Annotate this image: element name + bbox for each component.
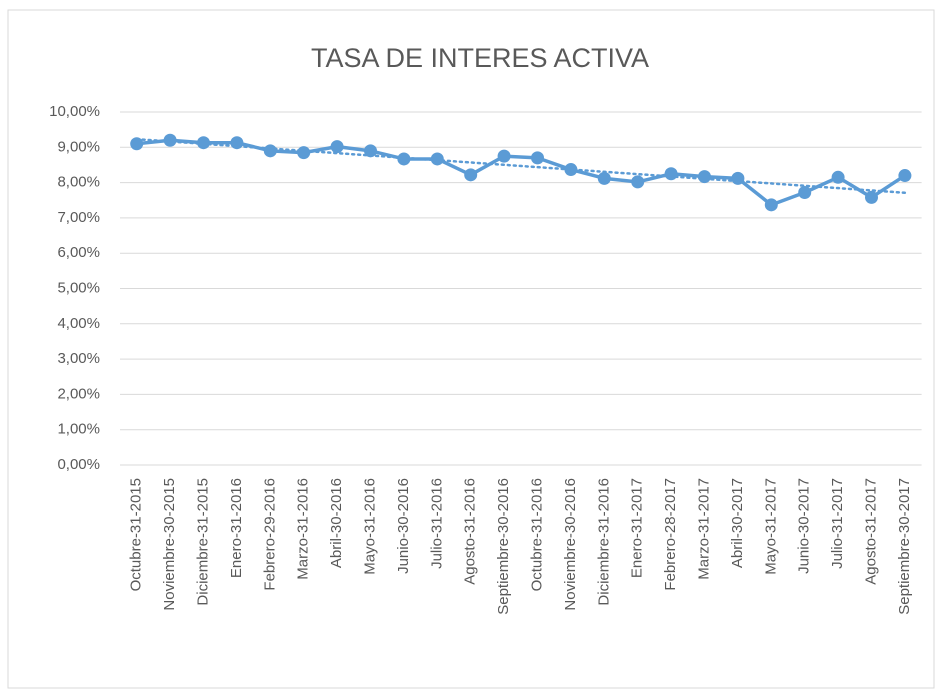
marker: [698, 170, 711, 184]
marker: [263, 144, 277, 158]
x-tick-label: Abril-30-2017: [729, 478, 746, 568]
x-tick-label: Febrero-29-2016: [261, 478, 278, 591]
marker: [764, 198, 778, 212]
x-tick-label: Noviembre-30-2016: [562, 478, 579, 611]
x-tick-label: Septiembre-30-2016: [495, 478, 512, 615]
y-tick-label: 4,00%: [57, 315, 100, 332]
marker: [430, 152, 444, 166]
chart-border: [7, 9, 935, 689]
marker: [898, 169, 912, 183]
marker: [197, 136, 210, 150]
x-tick-label: Febrero-28-2017: [662, 478, 679, 591]
marker: [597, 171, 611, 185]
x-tick-label: Noviembre-30-2015: [161, 478, 178, 611]
x-tick-label: Abril-30-2016: [328, 478, 345, 568]
y-tick-label: 5,00%: [57, 279, 100, 296]
x-tick-label: Mayo-31-2016: [361, 478, 378, 575]
x-tick-label: Julio-31-2017: [829, 478, 846, 569]
y-tick-label: 10,00%: [49, 103, 100, 120]
x-tick-label: Agosto-31-2016: [462, 478, 479, 585]
x-tick-label: Marzo-31-2017: [695, 478, 712, 580]
marker: [163, 133, 177, 147]
x-tick-label: Marzo-31-2016: [295, 478, 312, 580]
y-tick-label: 1,00%: [57, 421, 100, 438]
marker: [531, 151, 544, 165]
marker: [664, 167, 678, 181]
x-tick-label: Enero-31-2017: [629, 478, 646, 578]
y-tick-label: 3,00%: [57, 350, 100, 367]
marker: [731, 171, 745, 185]
y-tick-label: 6,00%: [57, 244, 100, 261]
x-tick-label: Junio-30-2017: [796, 478, 813, 574]
marker: [631, 175, 645, 189]
y-tick-label: 0,00%: [57, 456, 100, 473]
marker: [230, 136, 244, 150]
marker: [865, 190, 878, 204]
x-tick-label: Agosto-31-2017: [862, 478, 879, 585]
y-tick-label: 7,00%: [57, 209, 100, 226]
x-tick-label: Mayo-31-2017: [762, 478, 779, 575]
marker: [497, 149, 511, 163]
marker: [330, 140, 344, 154]
chart-title: TASA DE INTERES ACTIVA: [311, 43, 649, 73]
x-tick-label: Octubre-31-2015: [128, 478, 145, 591]
x-tick-label: Octubre-31-2016: [528, 478, 545, 591]
marker: [798, 185, 812, 199]
y-tick-label: 2,00%: [57, 385, 100, 402]
marker: [564, 163, 578, 177]
x-tick-label: Enero-31-2016: [228, 478, 245, 578]
marker: [297, 146, 311, 160]
x-tick-label: Septiembre-30-2017: [896, 478, 913, 615]
marker: [397, 152, 411, 166]
x-tick-label: Diciembre-31-2016: [595, 478, 612, 606]
y-tick-label: 9,00%: [57, 138, 100, 155]
marker: [130, 137, 144, 151]
x-tick-label: Diciembre-31-2015: [194, 478, 211, 606]
marker: [364, 144, 377, 158]
y-tick-label: 8,00%: [57, 174, 100, 191]
marker: [831, 170, 845, 184]
x-tick-label: Julio-31-2016: [428, 478, 445, 569]
marker: [464, 168, 478, 182]
x-tick-label: Junio-30-2016: [395, 478, 412, 574]
